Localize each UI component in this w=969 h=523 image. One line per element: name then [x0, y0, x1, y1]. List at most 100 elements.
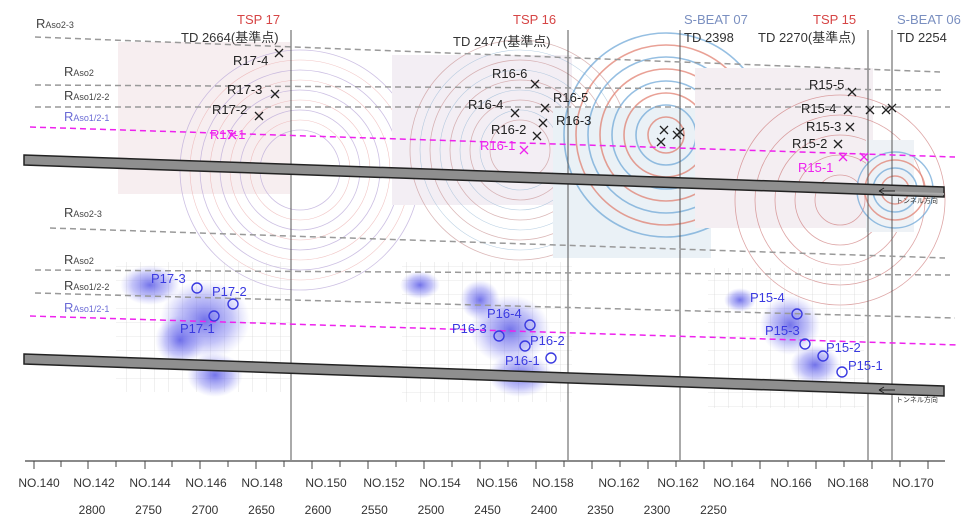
x-marker-sbeat07-c — [656, 137, 666, 147]
circle-p17-3 — [191, 282, 203, 294]
label-r15-1: R15-1 — [798, 160, 833, 175]
x-marker-r15-3 — [845, 122, 855, 132]
circle-p15-3 — [799, 338, 811, 350]
layer-line-aso1-2-1-top — [29, 126, 956, 158]
circle-p17-2 — [227, 298, 239, 310]
label-p15-3: P15-3 — [765, 323, 800, 338]
label-p17-3: P17-3 — [151, 271, 186, 286]
tunnel-bottom — [23, 353, 945, 397]
x-marker-sbeat06-c — [887, 103, 897, 113]
td-label-2: 2700 — [192, 503, 219, 517]
x-marker-r15-4 — [843, 105, 853, 115]
label-p17-1: P17-1 — [180, 321, 215, 336]
label-r17-2: R17-2 — [212, 102, 247, 117]
circle-p16-4 — [524, 319, 536, 331]
no-label-7: NO.154 — [419, 476, 461, 490]
label-tsp16: TSP 16 — [513, 12, 556, 27]
circle-p16-3 — [493, 330, 505, 342]
x-marker-r15-1b — [859, 152, 869, 162]
no-label-9: NO.158 — [532, 476, 574, 490]
no-label-12: NO.164 — [713, 476, 755, 490]
td-label-4: 2600 — [305, 503, 332, 517]
axis-no-labels: NO.140 NO.142 NO.144 NO.146 NO.148 NO.15… — [18, 476, 934, 490]
x-marker-r17-4 — [274, 48, 284, 58]
layer-labels-top: RAso2-3 RAso2 RAso1/2-2 RAso1/2-1 — [36, 16, 109, 124]
layer-line-aso2-3-top — [34, 36, 941, 73]
label-p17-2: P17-2 — [212, 284, 247, 299]
reflector-markers-magenta — [227, 130, 869, 162]
axis-ticks — [33, 461, 929, 469]
td-label-5: 2550 — [361, 503, 388, 517]
circle-p15-2 — [817, 350, 829, 362]
label-r15-2: R15-2 — [792, 136, 827, 151]
seismic-panel-tsp15 — [695, 68, 946, 306]
point-markers — [191, 282, 848, 378]
label-td2254: TD 2254 — [897, 30, 947, 45]
label-r17-4: R17-4 — [233, 53, 268, 68]
td-label-0: 2800 — [79, 503, 106, 517]
label-r16-3: R16-3 — [556, 113, 591, 128]
td-label-7: 2450 — [474, 503, 501, 517]
x-marker-sbeat07-d — [675, 127, 685, 137]
label-td2270: TD 2270(基準点) — [758, 30, 856, 45]
no-label-6: NO.152 — [363, 476, 405, 490]
x-marker-r16-6 — [530, 79, 540, 89]
no-label-0: NO.140 — [18, 476, 60, 490]
x-marker-r16-2 — [532, 131, 542, 141]
x-marker-sbeat07-a — [659, 125, 669, 135]
label-p16-4: P16-4 — [487, 306, 522, 321]
x-marker-r16-4 — [510, 108, 520, 118]
layer-label-aso2-3-bottom: RAso2-3 — [64, 205, 102, 220]
td-label-6: 2500 — [418, 503, 445, 517]
layer-label-aso1-2-2-bottom: RAso1/2-2 — [64, 278, 109, 293]
td-label-1: 2750 — [135, 503, 162, 517]
label-td2398: TD 2398 — [684, 30, 734, 45]
label-td2664: TD 2664(基準点) — [181, 30, 279, 45]
layer-label-aso1-2-1-bottom: RAso1/2-1 — [64, 300, 109, 315]
layer-line-aso2-top — [34, 84, 946, 91]
td-label-11: 2250 — [700, 503, 727, 517]
layer-lines-bottom — [29, 227, 959, 346]
header-labels: TSP 17 TD 2664(基準点) TSP 16 TD 2477(基準点) … — [181, 12, 961, 49]
x-marker-r15-2 — [833, 139, 843, 149]
layer-line-aso2-bottom — [34, 269, 951, 276]
layer-label-aso2-3-top: RAso2-3 — [36, 16, 74, 31]
no-label-1: NO.142 — [73, 476, 115, 490]
label-r15-3: R15-3 — [806, 119, 841, 134]
circle-p17-1 — [208, 310, 220, 322]
label-r16-4: R16-4 — [468, 97, 503, 112]
circle-p16-1 — [545, 352, 557, 364]
layer-line-aso1-2-1-bottom — [29, 315, 959, 346]
no-label-5: NO.150 — [305, 476, 347, 490]
label-td2477: TD 2477(基準点) — [453, 34, 551, 49]
layer-line-aso1-2-2-bottom — [34, 292, 956, 319]
x-marker-r15-5 — [847, 87, 857, 97]
reflector-labels: R17-4 R17-3 R17-2 R16-6 R16-5 R16-4 R16-… — [212, 53, 844, 151]
x-marker-r17-1 — [227, 130, 237, 140]
no-label-2: NO.144 — [129, 476, 171, 490]
layer-label-aso1-2-2-top: RAso1/2-2 — [64, 88, 109, 103]
no-label-14: NO.168 — [827, 476, 869, 490]
reflector-markers — [254, 48, 897, 149]
td-label-10: 2300 — [644, 503, 671, 517]
layer-label-aso2-top: RAso2 — [64, 64, 94, 79]
tunnel-top — [23, 154, 945, 198]
label-p15-2: P15-2 — [826, 340, 861, 355]
layer-label-aso1-2-1-top: RAso1/2-1 — [64, 109, 109, 124]
label-p16-3: P16-3 — [452, 321, 487, 336]
label-r15-4: R15-4 — [801, 101, 836, 116]
layer-labels-bottom: RAso2-3 RAso2 RAso1/2-2 RAso1/2-1 — [64, 205, 109, 315]
layer-lines-top — [29, 36, 956, 158]
no-label-15: NO.170 — [892, 476, 934, 490]
circle-p15-1 — [836, 366, 848, 378]
td-label-9: 2350 — [587, 503, 614, 517]
x-marker-r16-5 — [540, 103, 550, 113]
label-p15-1: P15-1 — [848, 358, 883, 373]
td-label-3: 2650 — [248, 503, 275, 517]
x-marker-r15-1 — [838, 152, 848, 162]
layer-line-aso2-3-bottom — [49, 227, 946, 259]
label-r17-1: R17-1 — [210, 127, 245, 142]
label-p16-2: P16-2 — [530, 333, 565, 348]
label-r17-3: R17-3 — [227, 82, 262, 97]
